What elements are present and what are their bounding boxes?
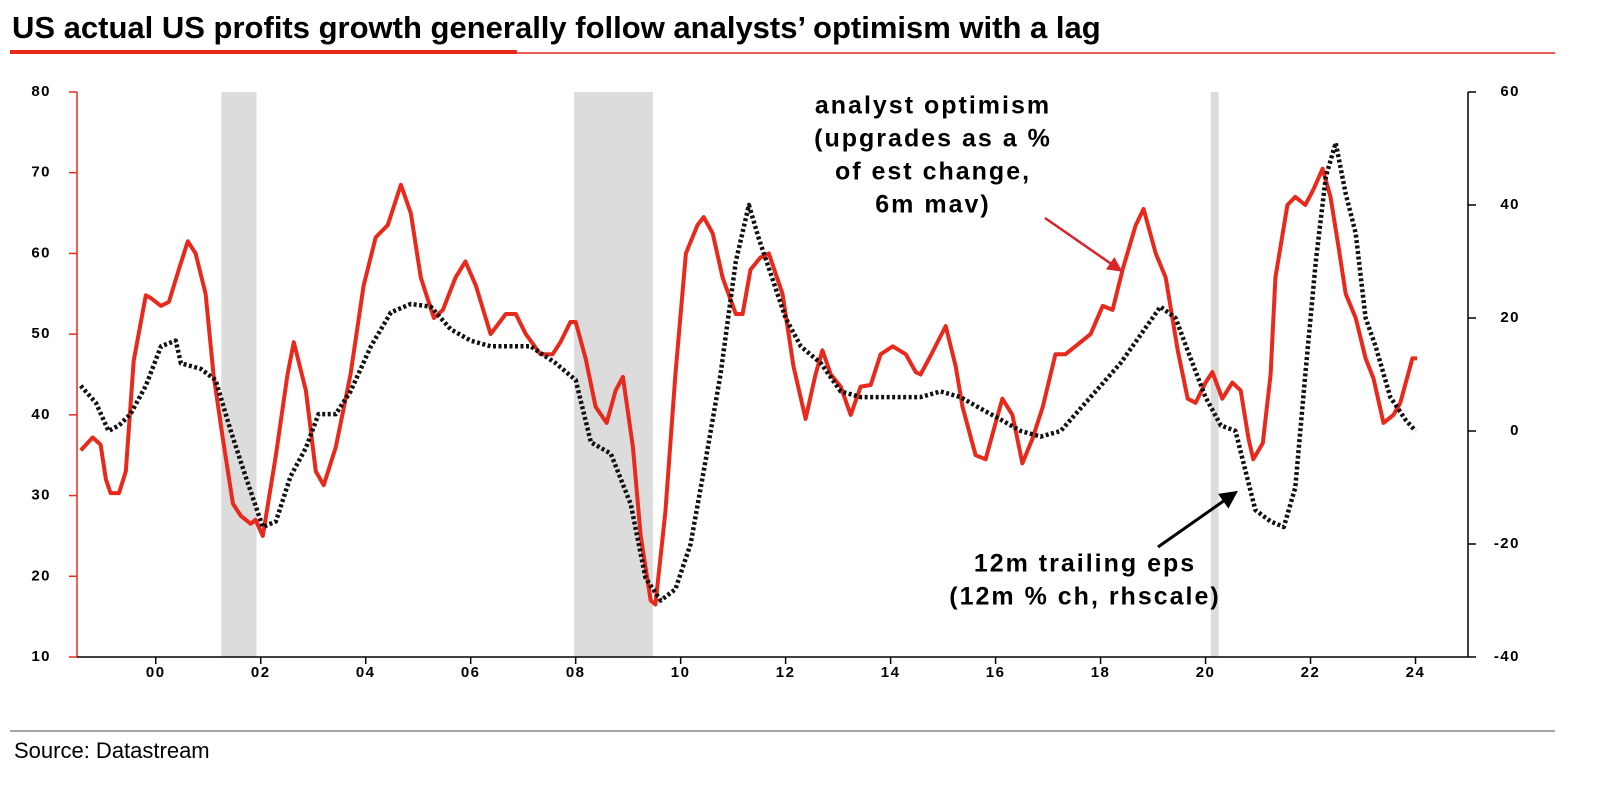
annotation: 12m trailing eps xyxy=(974,550,1196,578)
y2-tick-label: -20 xyxy=(1494,535,1520,552)
y-tick-label: 40 xyxy=(31,406,51,423)
plot-area: 10 20 30 40 50 60 70 80 -40 -20 0 20 40 60 00 02 04 06 08 1… xyxy=(31,83,1520,681)
y-tick-label: 30 xyxy=(31,487,51,504)
chart-title: US actual US profits growth generally fo… xyxy=(12,10,1101,45)
x-tick-label: 06 xyxy=(461,664,481,681)
x-tick-label: 10 xyxy=(671,664,691,681)
y2-tick-label: 60 xyxy=(1500,83,1520,100)
annotation-arrow xyxy=(1044,216,1123,272)
data-line xyxy=(79,140,1418,603)
recession-band xyxy=(221,92,257,657)
annotation: (upgrades as a % xyxy=(814,125,1052,153)
x-tick-label: 08 xyxy=(566,664,586,681)
y-tick-label: 60 xyxy=(31,244,51,261)
x-tick-label: 22 xyxy=(1301,664,1321,681)
annotation: of est change, xyxy=(835,158,1031,186)
x-tick-label: 20 xyxy=(1196,664,1216,681)
x-tick-label: 00 xyxy=(146,664,166,681)
y2-tick-label: 20 xyxy=(1500,309,1520,326)
y2-tick-label: -40 xyxy=(1494,648,1520,665)
y2-tick-label: 0 xyxy=(1510,422,1520,439)
annotation: analyst optimism xyxy=(815,92,1051,120)
x-tick-label: 24 xyxy=(1406,664,1426,681)
source: Source: Datastream xyxy=(14,738,210,763)
x-tick-label: 18 xyxy=(1091,664,1111,681)
x-tick-label: 04 xyxy=(356,664,376,681)
x-tick-label: 16 xyxy=(986,664,1006,681)
y-tick-label: 10 xyxy=(31,648,51,665)
y2-tick-label: 40 xyxy=(1500,196,1520,213)
annotation-arrow xyxy=(1157,490,1238,549)
x-tick-label: 14 xyxy=(881,664,901,681)
x-tick-label: 02 xyxy=(251,664,271,681)
annotation: (12m % ch, rhscale) xyxy=(949,583,1220,611)
data-line xyxy=(79,166,1418,607)
y-tick-label: 80 xyxy=(31,83,51,100)
y-tick-label: 70 xyxy=(31,164,51,181)
annotation: 6m mav) xyxy=(875,191,990,219)
recession-band xyxy=(574,92,653,657)
y-tick-label: 50 xyxy=(31,325,51,342)
x-tick-label: 12 xyxy=(776,664,796,681)
y-tick-label: 20 xyxy=(31,567,51,584)
